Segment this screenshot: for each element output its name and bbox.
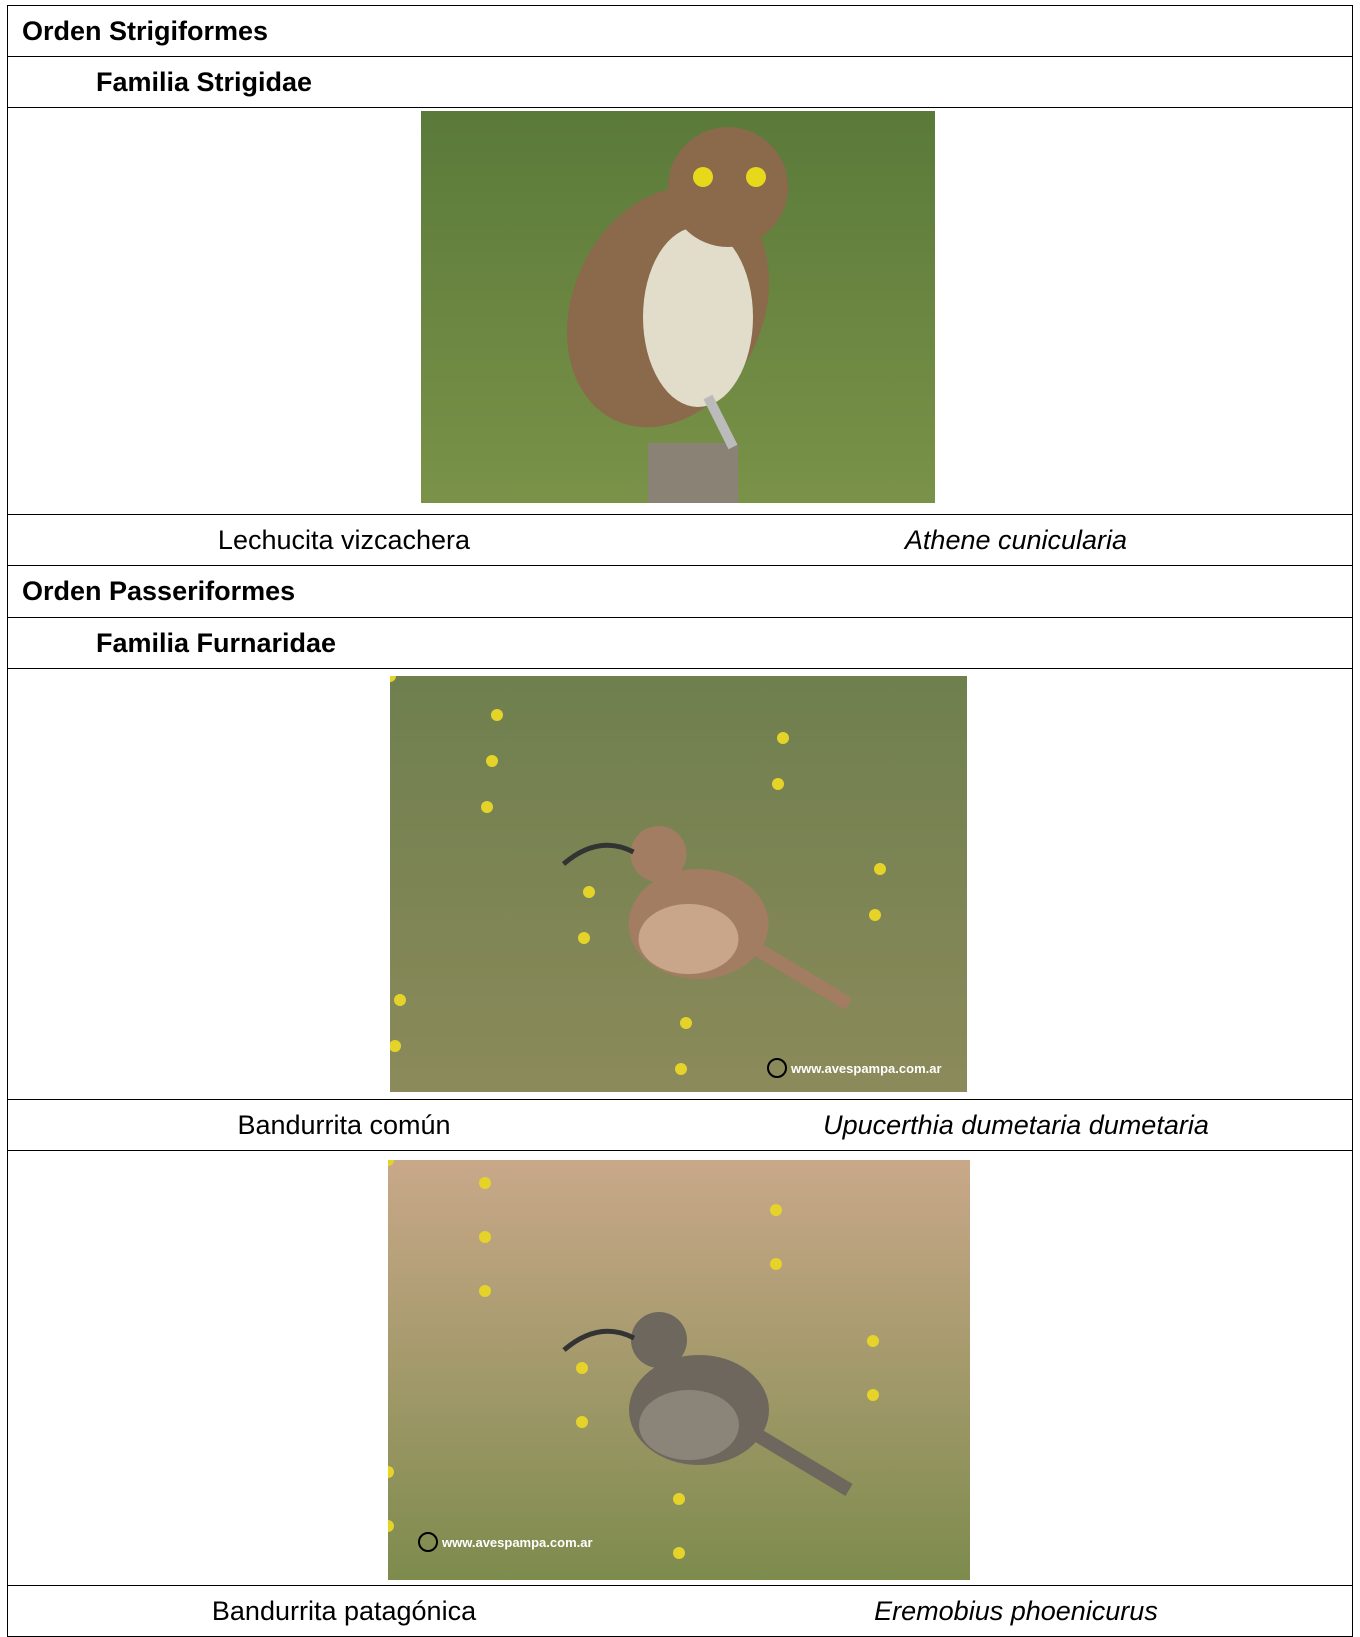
common-name: Lechucita vizcachera [217,524,471,555]
caption-row: Bandurrita patagónica Eremobius phoenicur… [7,1586,1353,1637]
caption-row: Lechucita vizcachera Athene cunicularia [7,515,1353,566]
photo-row: www.avespampa.com.ar [7,1151,1353,1586]
family-row: Familia Furnaridae [7,618,1353,669]
order-row: Orden Strigiformes [7,5,1353,57]
photo-row [7,108,1353,515]
scientific-name: Upucerthia dumetaria dumetaria [823,1109,1209,1140]
watermark: www.avespampa.com.ar [790,1061,942,1076]
bird-photo [421,111,935,503]
common-name: Bandurrita patagónica [211,1595,477,1626]
scientific-name: Eremobius phoenicurus [874,1595,1158,1626]
species-table: Orden Strigiformes Familia Strigidae Lechu… [7,5,1353,1637]
caption-row: Bandurrita común Upucerthia dumetaria dum… [7,1100,1353,1151]
order-row: Orden Passeriformes [7,566,1353,618]
common-name: Bandurrita común [237,1109,451,1140]
scientific-name: Athene cunicularia [904,524,1128,555]
bird-photo: www.avespampa.com.ar [390,676,967,1092]
bird-photo: www.avespampa.com.ar [388,1160,970,1580]
photo-row: www.avespampa.com.ar [7,669,1353,1100]
family-row: Familia Strigidae [7,57,1353,108]
watermark: www.avespampa.com.ar [441,1535,593,1550]
